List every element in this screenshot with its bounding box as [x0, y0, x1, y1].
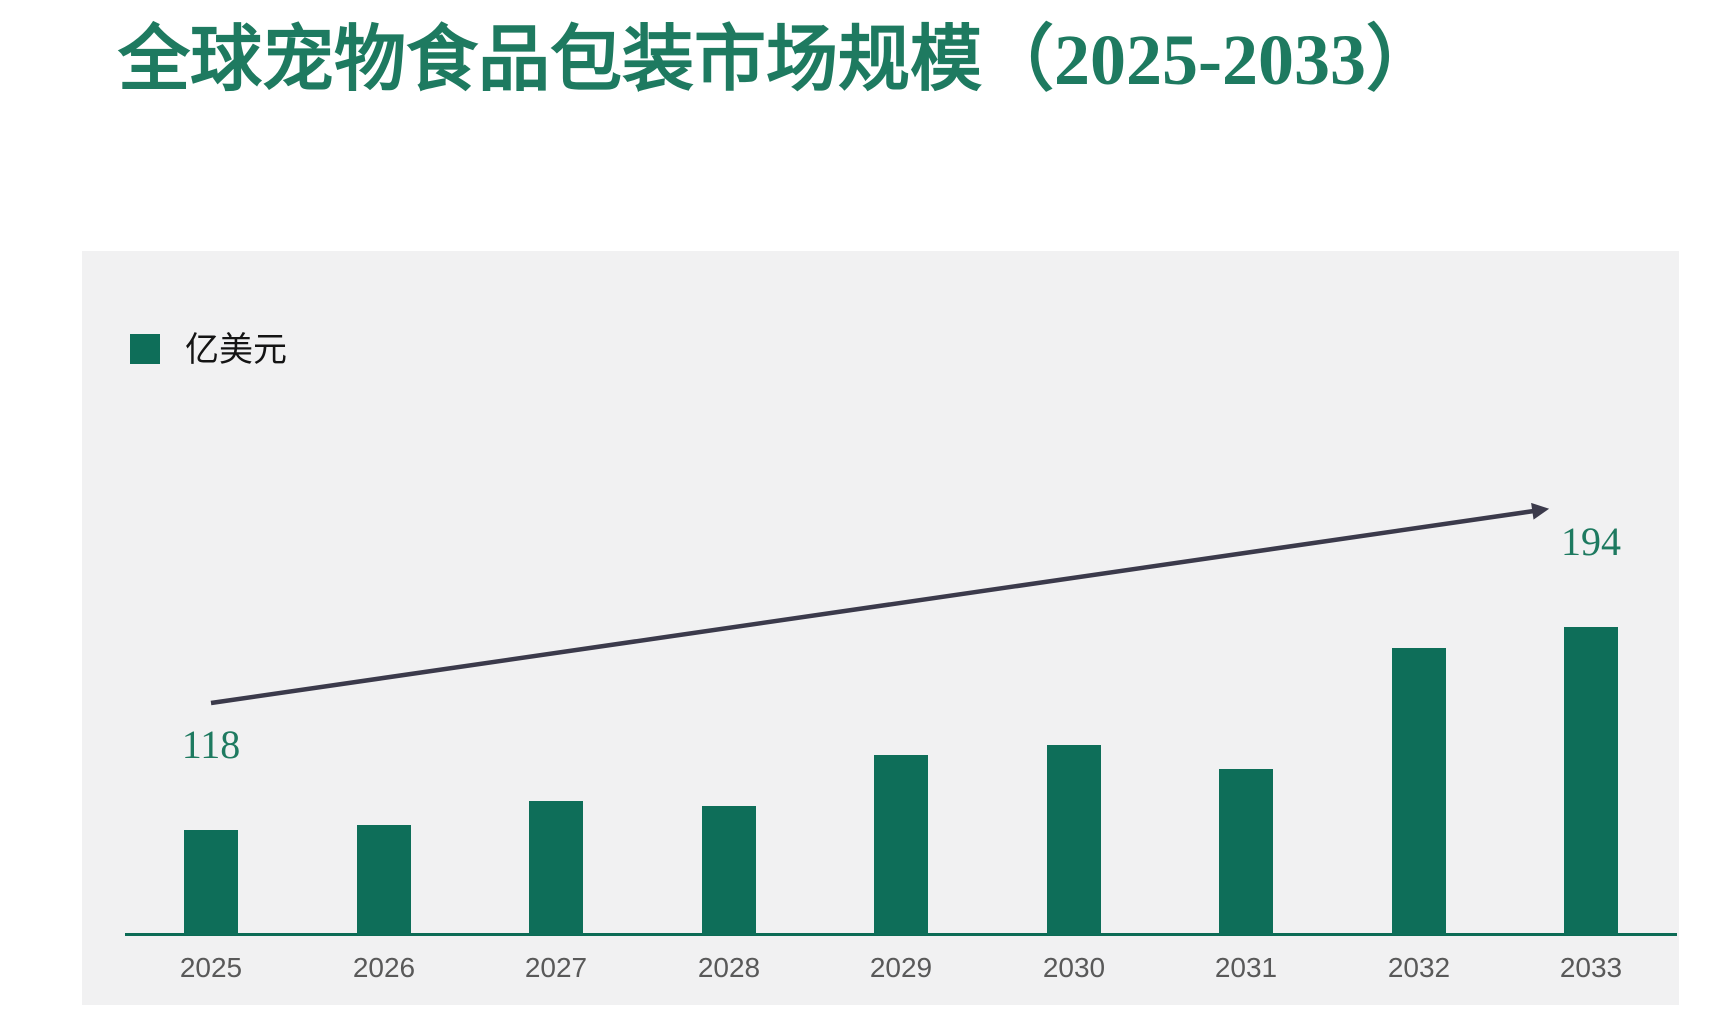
value-label-2025: 118: [181, 722, 241, 767]
legend: 亿美元: [130, 334, 287, 368]
x-tick-2029: 2029: [869, 952, 933, 983]
legend-swatch-icon: [130, 334, 160, 364]
value-label-2033: 194: [1561, 519, 1621, 564]
legend-label: 亿美元: [185, 332, 287, 369]
bar-2031: [1219, 769, 1273, 935]
x-tick-2033: 2033: [1559, 952, 1623, 983]
chart-panel: 2025 118 2026 2027 2028 2029 2030 2031 2032 2033 1…: [82, 251, 1679, 1005]
x-tick-2028: 2028: [697, 952, 761, 983]
chart-title: 全球宠物食品包装市场规模（2025-2033）: [118, 20, 1438, 100]
bar-2027: [529, 801, 583, 935]
bar-2029: [874, 755, 928, 935]
bar-2030: [1047, 745, 1101, 935]
x-tick-2025: 2025: [179, 952, 243, 983]
bar-2028: [702, 806, 756, 935]
bar-2032: [1392, 648, 1446, 935]
bar-2025: [184, 830, 238, 935]
x-tick-2031: 2031: [1214, 952, 1278, 983]
bar-2033: [1564, 627, 1618, 935]
trend-arrow: [210, 502, 1550, 706]
x-tick-2032: 2032: [1387, 952, 1451, 983]
x-tick-2026: 2026: [352, 952, 416, 983]
plot-area: 2025 118 2026 2027 2028 2029 2030 2031 2032 2033 1…: [82, 251, 1679, 1005]
x-tick-2030: 2030: [1042, 952, 1106, 983]
x-tick-2027: 2027: [524, 952, 588, 983]
bar-2026: [357, 825, 411, 935]
